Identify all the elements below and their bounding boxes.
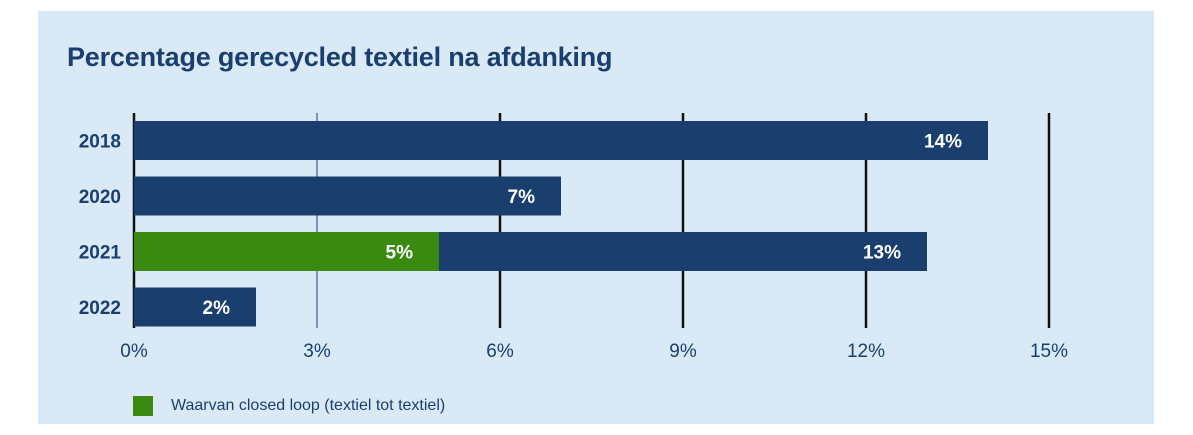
y-category-label: 2022 <box>79 298 121 319</box>
bar-2018-total <box>134 121 988 160</box>
data-label: 7% <box>508 187 536 208</box>
data-label: 2% <box>203 298 231 319</box>
bar-labels: 14% 7% 13% 5% 2% <box>203 132 963 320</box>
y-category-label: 2020 <box>79 187 121 208</box>
chart-panel <box>38 11 1154 424</box>
bar-2021-closed-loop <box>134 232 439 271</box>
data-label: 13% <box>863 243 901 264</box>
bar-2020-total <box>134 176 561 216</box>
y-category-label: 2018 <box>79 132 121 153</box>
axis-labels: 0% 3% 6% 9% 12% 15% 2018 2020 2021 2022 <box>79 132 1068 363</box>
x-tick-label: 6% <box>486 341 514 362</box>
data-label: 5% <box>386 243 414 264</box>
bars <box>134 121 988 327</box>
x-tick-label: 0% <box>120 341 148 362</box>
x-tick-label: 9% <box>669 341 697 362</box>
chart-title: Percentage gerecycled textiel na afdanki… <box>67 42 613 72</box>
data-label: 14% <box>924 132 962 153</box>
legend-label-closed-loop: Waarvan closed loop (textiel tot textiel… <box>171 397 446 414</box>
x-tick-label: 3% <box>303 341 331 362</box>
legend-swatch-closed-loop <box>133 396 153 416</box>
x-tick-label: 15% <box>1030 341 1068 362</box>
legend: Waarvan closed loop (textiel tot textiel… <box>133 396 445 416</box>
bar-2022-total <box>134 287 256 327</box>
y-category-label: 2021 <box>79 243 122 264</box>
x-tick-label: 12% <box>847 341 885 362</box>
